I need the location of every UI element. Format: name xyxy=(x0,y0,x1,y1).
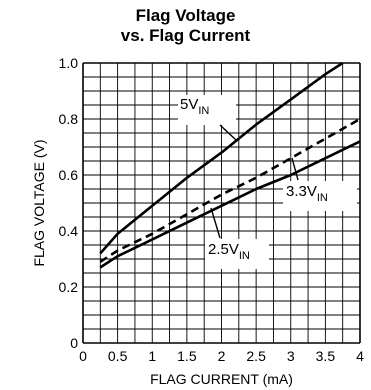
chart-title: Flag Voltage xyxy=(135,6,236,25)
series-label-leader xyxy=(219,124,237,141)
series-label: 3.3VIN xyxy=(286,183,328,204)
x-tick-label: 2 xyxy=(218,348,226,364)
y-tick-label: 0.4 xyxy=(59,223,79,239)
y-tick-label: 0.8 xyxy=(59,111,79,127)
y-tick-label: 0.2 xyxy=(59,279,79,295)
x-tick-label: 2.5 xyxy=(246,348,266,364)
series-label: 5VIN xyxy=(180,96,209,117)
series-lines: 5VIN 3.3VIN 2.5VIN xyxy=(99,61,361,269)
chart-subtitle: vs. Flag Current xyxy=(120,26,251,45)
x-tick-label: 1.5 xyxy=(177,348,197,364)
series-label: 2.5VIN xyxy=(208,241,250,262)
grid xyxy=(82,62,361,344)
x-tick-label: 3 xyxy=(287,348,295,364)
series-label-bg xyxy=(205,239,269,269)
x-tick-label: 4 xyxy=(356,348,364,364)
y-tick-label: 0.6 xyxy=(59,167,79,183)
x-tick-label: 1 xyxy=(148,348,156,364)
series-line-0 xyxy=(99,61,344,255)
series-line-2 xyxy=(99,140,361,269)
series-label-bg xyxy=(178,95,236,125)
y-tick-label: 0 xyxy=(70,335,78,351)
y-tick-label: 1.0 xyxy=(59,55,79,71)
x-axis-label: FLAG CURRENT (mA) xyxy=(150,371,293,387)
series-label-bg xyxy=(283,181,357,211)
tick-labels: 0 0.5 1 1.5 2 2.5 3 3.5 4 0 0.2 0.4 0.6 0.8 1.0 xyxy=(59,55,365,364)
series-line-1 xyxy=(99,117,361,263)
x-tick-label: 0 xyxy=(79,348,87,364)
series-label-leader xyxy=(210,207,221,239)
series-label-leader xyxy=(291,157,299,181)
x-tick-label: 0.5 xyxy=(108,348,128,364)
y-axis-label: FLAG VOLTAGE (V) xyxy=(31,139,47,266)
x-tick-label: 3.5 xyxy=(316,348,336,364)
